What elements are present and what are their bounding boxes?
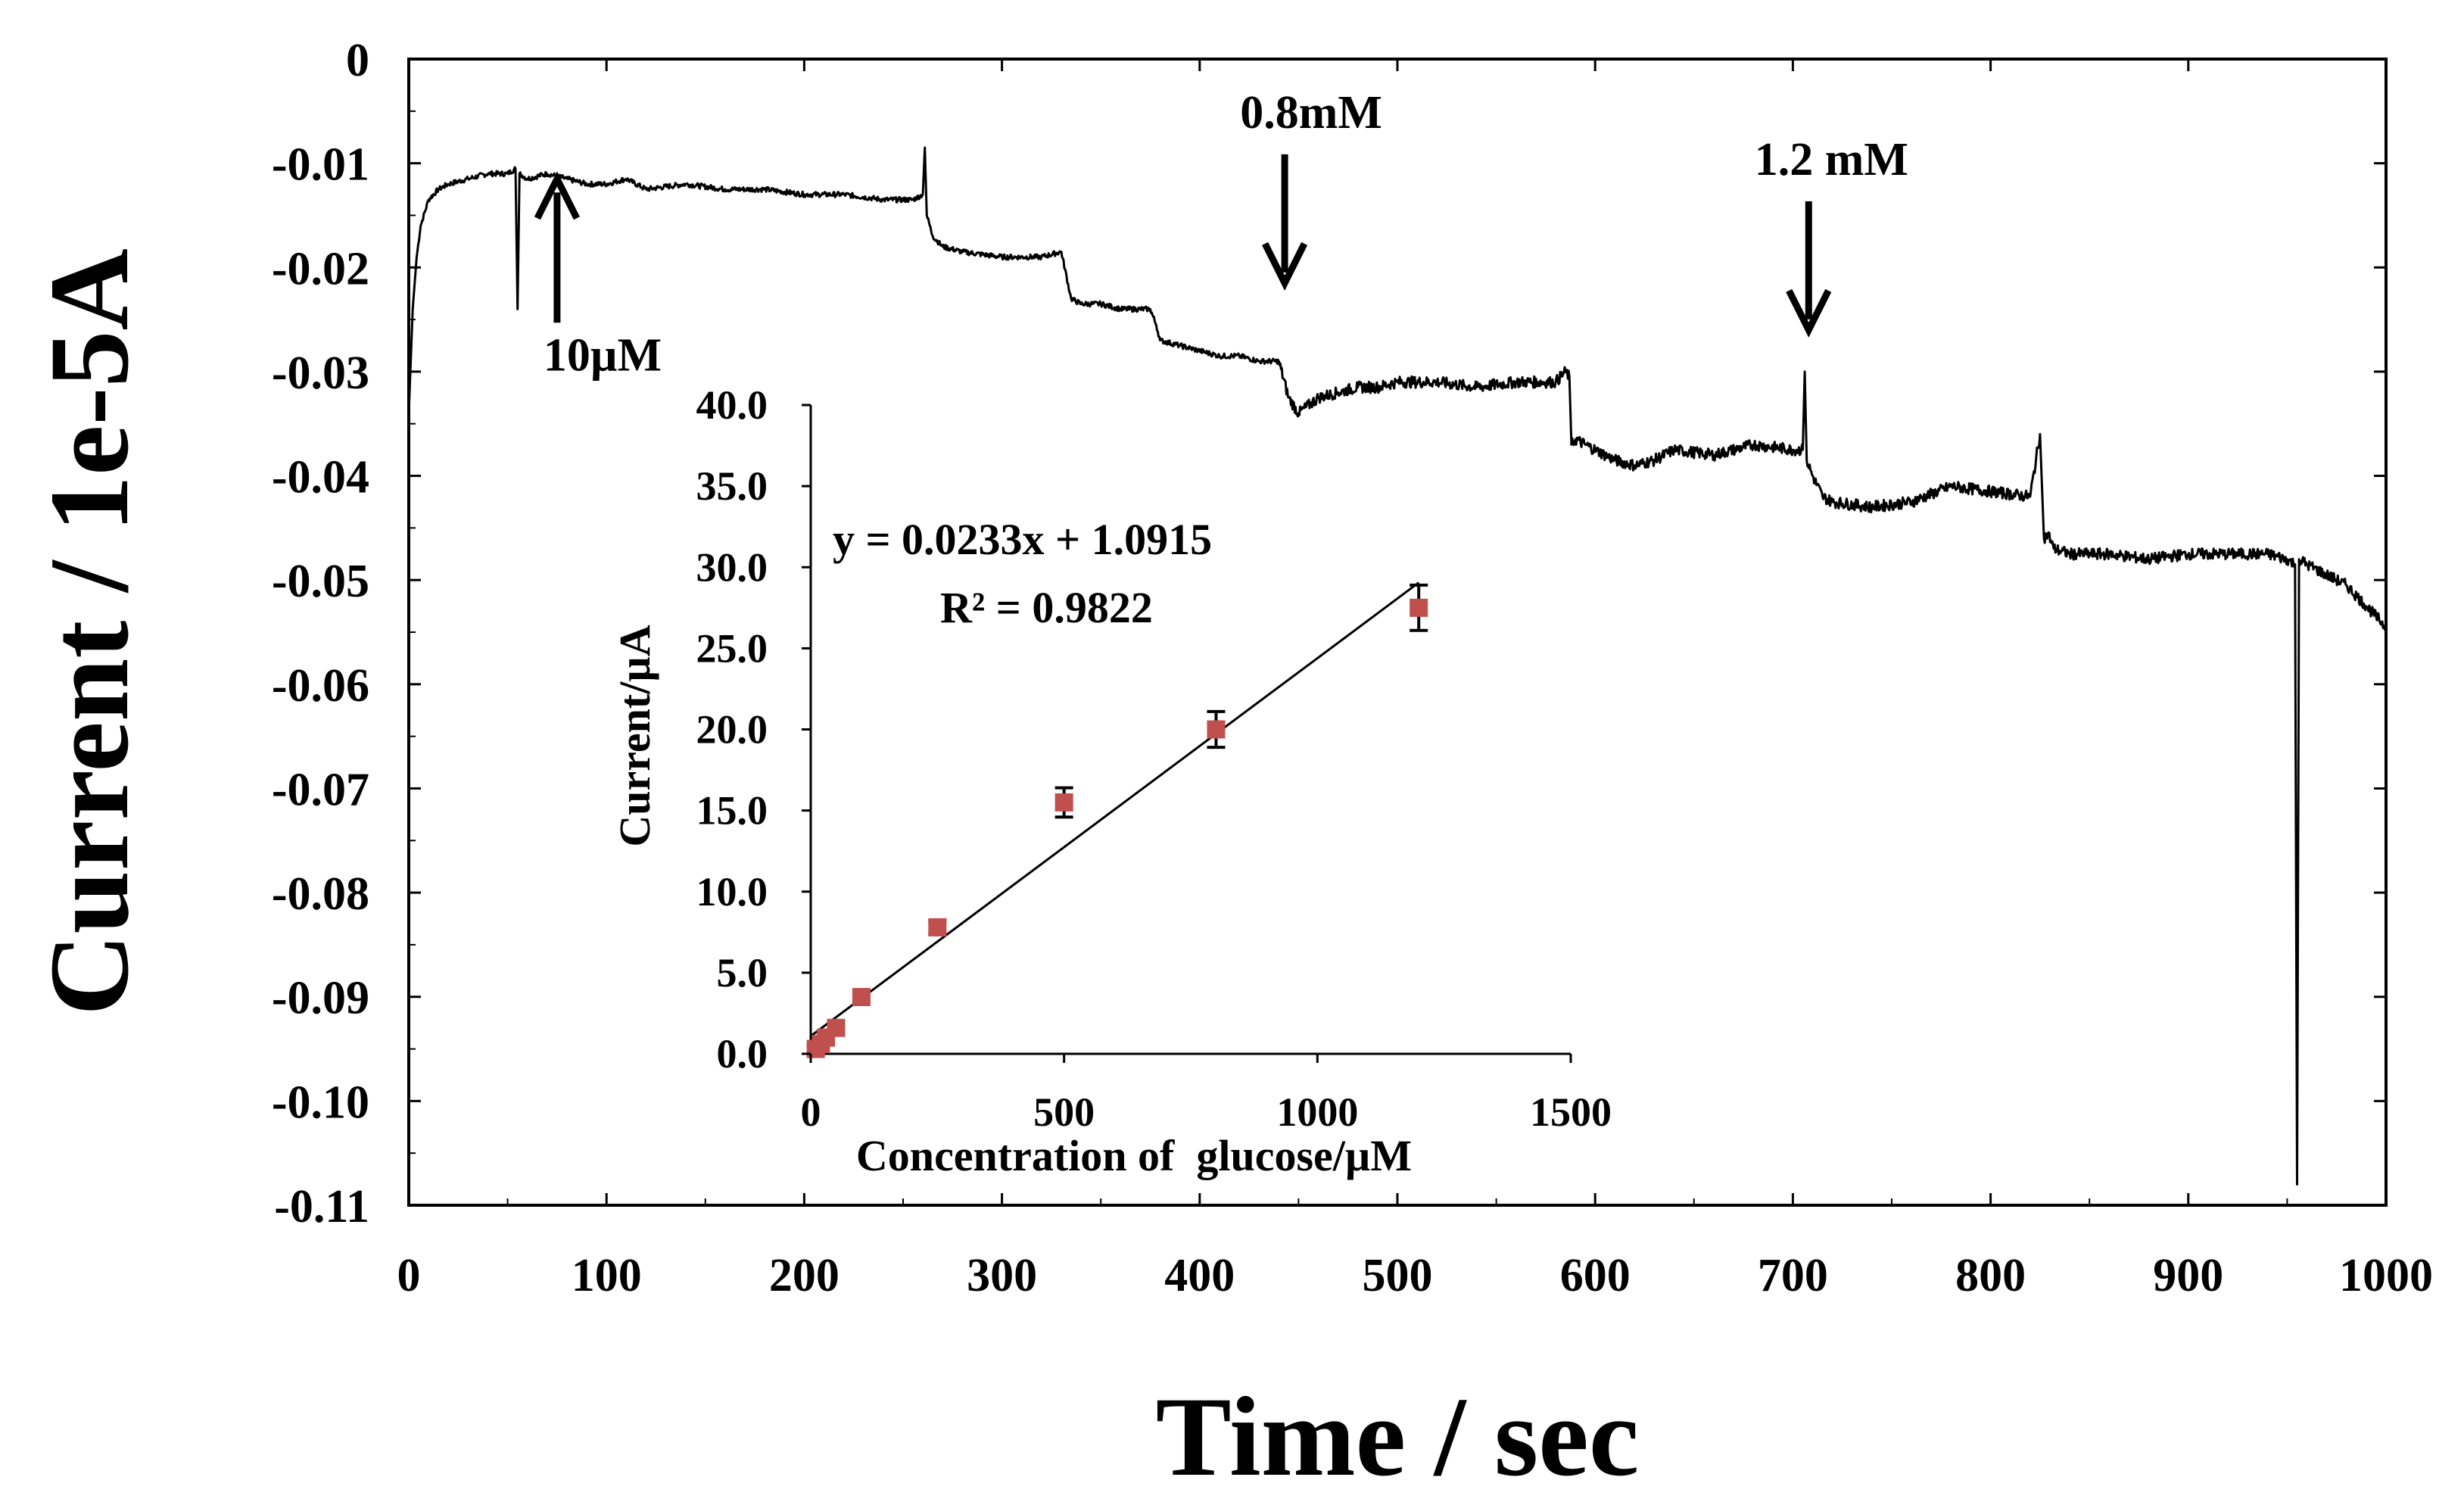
inset-y-tick-label: 20.0 xyxy=(696,707,768,753)
inset-x-tick-labels: 0 500 1000 1500 xyxy=(801,1089,1612,1135)
main-y-tick-label: -0.08 xyxy=(272,868,369,920)
inset-y-tick-labels: 0.0 5.0 10.0 15.0 20.0 25.0 30.0 35.0 40.0 xyxy=(696,382,768,1077)
inset-y-tick-label: 30.0 xyxy=(696,544,768,590)
main-annotations: 10µM 0.8mM 1.2 mM xyxy=(534,87,1908,381)
inset-data-point xyxy=(1054,793,1073,812)
arrow-2-head xyxy=(1786,288,1832,338)
annotation-1: 0.8mM xyxy=(1240,87,1382,139)
main-y-tick-label: -0.03 xyxy=(272,347,369,399)
main-x-tick-label: 600 xyxy=(1560,1250,1631,1301)
inset-x-tick-label: 500 xyxy=(1033,1089,1095,1135)
inset-x-ticks xyxy=(809,1054,1572,1063)
main-x-tick-label: 500 xyxy=(1363,1250,1433,1301)
annotation-10um: 10µM xyxy=(544,329,662,381)
main-x-tick-label: 300 xyxy=(967,1250,1037,1301)
inset-equation: y = 0.0233x + 1.0915 xyxy=(833,515,1212,564)
main-plot-frame xyxy=(407,58,2388,1207)
inset-data-point xyxy=(1410,598,1428,617)
inset-data-point xyxy=(928,918,947,936)
inset-data-point xyxy=(852,988,871,1007)
main-x-tick-label: 800 xyxy=(1955,1250,2026,1301)
main-x-tick-label: 100 xyxy=(572,1250,642,1301)
inset-y-tick-label: 10.0 xyxy=(696,869,768,915)
main-y-tick-label: -0.07 xyxy=(272,764,369,815)
inset-chart: 0 500 1000 1500 0.0 5.0 10.0 15.0 20.0 25.0 30.0 3… xyxy=(610,382,1612,1180)
inset-y-tick-label: 15.0 xyxy=(696,788,768,834)
inset-data-points xyxy=(806,598,1428,1058)
main-y-tick-label: -0.06 xyxy=(272,660,369,712)
inset-x-tick-label: 1000 xyxy=(1276,1089,1358,1135)
inset-y-tick-label: 5.0 xyxy=(717,950,768,996)
inset-x-tick-label: 0 xyxy=(801,1089,821,1135)
main-series-line xyxy=(407,146,2388,1186)
inset-y-tick-label: 0.0 xyxy=(717,1031,768,1077)
main-x-tick-label: 900 xyxy=(2153,1250,2223,1301)
main-y-tick-label: 0 xyxy=(346,35,369,86)
main-y-tick-label: -0.02 xyxy=(272,243,369,294)
main-y-tick-labels: 0 -0.01 -0.02 -0.03 -0.04 -0.05 -0.06 -0.07 -0.0… xyxy=(272,35,369,1232)
main-x-tick-labels: 0 100 200 300 400 500 600 700 800 900 1000 xyxy=(397,1250,2434,1301)
inset-r-squared: R² = 0.9822 xyxy=(940,583,1153,632)
main-y-tick-label: -0.04 xyxy=(272,452,369,503)
inset-y-tick-label: 25.0 xyxy=(696,625,768,671)
inset-data-point xyxy=(1207,720,1226,739)
main-y-tick-label: -0.09 xyxy=(272,973,369,1024)
main-chart: 0 100 200 300 400 500 600 700 800 900 1000 0 -0.01 -… xyxy=(26,35,2433,1500)
main-x-tick-label: 1000 xyxy=(2339,1250,2433,1301)
main-y-tick-label: -0.05 xyxy=(272,556,369,607)
inset-x-tick-label: 1500 xyxy=(1530,1089,1612,1135)
inset-y-tick-label: 35.0 xyxy=(696,463,768,509)
arrow-1-head xyxy=(1262,242,1308,291)
main-x-axis-label: Time / sec xyxy=(1156,1374,1640,1500)
arrow-10um-head xyxy=(534,171,580,220)
inset-data-point xyxy=(827,1018,846,1037)
main-x-tick-label: 700 xyxy=(1758,1250,1828,1301)
main-x-tick-label: 200 xyxy=(769,1250,840,1301)
main-y-tick-label: -0.11 xyxy=(274,1181,369,1232)
inset-x-axis-label: Concentration of glucose/µM xyxy=(856,1131,1412,1180)
main-x-tick-label: 0 xyxy=(397,1250,421,1301)
main-y-tick-label: -0.10 xyxy=(272,1077,369,1128)
main-x-ticks xyxy=(407,59,2388,1205)
inset-y-axis-label: Current/µA xyxy=(610,625,659,846)
annotation-2: 1.2 mM xyxy=(1755,134,1908,185)
main-x-tick-label: 400 xyxy=(1164,1250,1235,1301)
main-y-ticks xyxy=(409,58,2386,1207)
main-y-tick-label: -0.01 xyxy=(272,139,369,191)
inset-fit-line xyxy=(810,581,1420,1037)
main-y-axis-label: Current / 1e-5A xyxy=(26,248,152,1016)
inset-y-ticks xyxy=(802,404,811,1055)
inset-y-tick-label: 40.0 xyxy=(696,382,768,428)
